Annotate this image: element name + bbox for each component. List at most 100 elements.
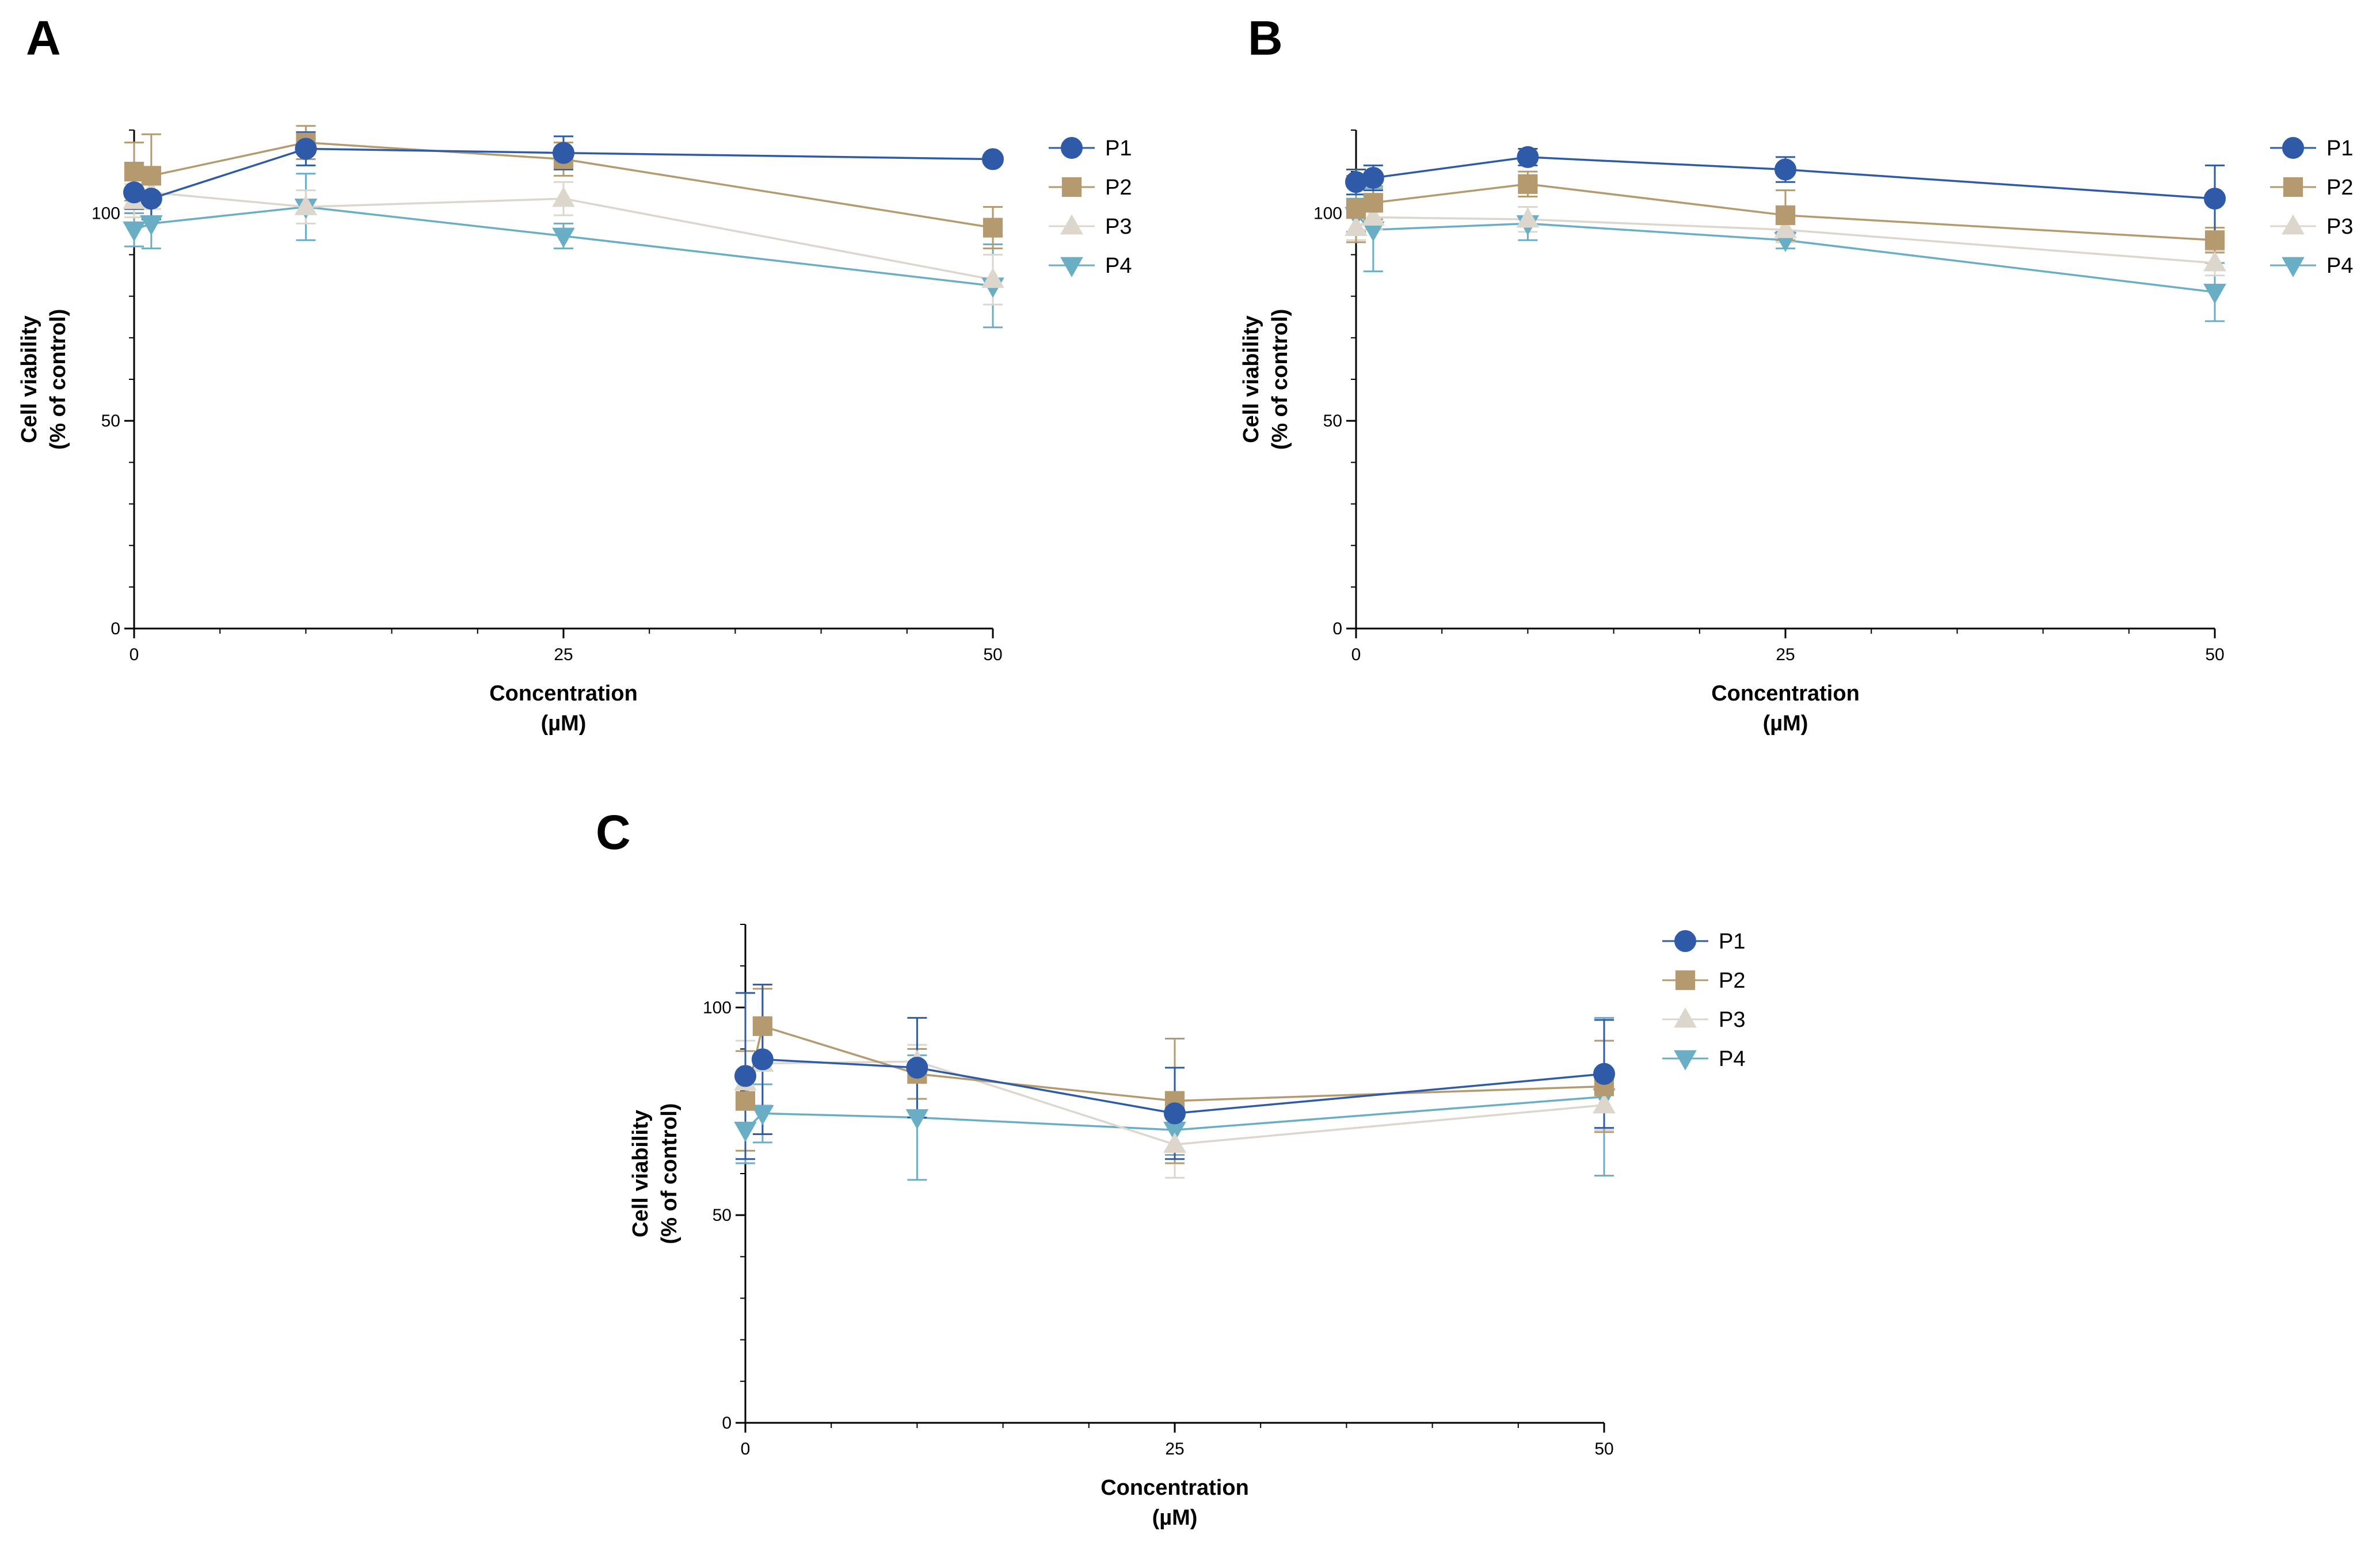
legend-label: P2	[2326, 176, 2353, 200]
data-point-p1	[734, 1065, 756, 1087]
y-tick-label: 50	[1323, 412, 1342, 431]
data-point-p2	[752, 1016, 772, 1036]
legend-item-p2: P2	[1049, 176, 1132, 200]
legend-item-p3: P3	[2270, 214, 2353, 239]
legend-label: P4	[1719, 1047, 1745, 1071]
data-point-p2	[1518, 174, 1538, 194]
x-tick-label: 50	[983, 645, 1002, 664]
data-point-p1	[751, 1048, 774, 1071]
data-point-p4	[2203, 284, 2226, 304]
data-point-p1	[140, 188, 162, 210]
panel-a: A 0 50 100 0 25 50 Concentration (µM) Cell viabil…	[17, 11, 1132, 736]
legend-marker	[1060, 257, 1083, 277]
y-tick-label: 100	[1313, 204, 1342, 223]
x-axis-title: Concentration	[1100, 1476, 1249, 1500]
data-point-p3	[981, 268, 1004, 288]
data-point-p1	[1362, 166, 1384, 189]
x-axis-title: (µM)	[1763, 711, 1808, 736]
x-tick-label: 25	[554, 645, 573, 664]
panel-c: C 0 50 100 0 25 50 Concentration (µM) Cell viabil…	[596, 805, 1745, 1530]
data-point-p4	[751, 1105, 774, 1126]
legend-marker	[1061, 137, 1083, 159]
legend-label: P2	[1719, 969, 1745, 993]
y-tick-label: 0	[111, 619, 120, 638]
legend-marker	[1675, 970, 1696, 991]
legend-item-p4: P4	[1662, 1047, 1745, 1071]
legend-item-p2: P2	[2270, 176, 2353, 200]
data-point-p1	[2204, 188, 2226, 210]
legend-label: P3	[2326, 215, 2353, 239]
y-axis-title: Cell viability	[1239, 315, 1263, 443]
panel-letter: B	[1248, 11, 1283, 65]
data-point-p4	[1163, 1121, 1186, 1142]
legend-marker	[2283, 177, 2303, 197]
data-point-p1	[553, 142, 574, 164]
y-tick-label: 50	[713, 1206, 732, 1225]
legend-label: P3	[1719, 1008, 1745, 1032]
x-tick-label: 25	[1776, 645, 1795, 664]
legend-label: P4	[1105, 254, 1132, 278]
panel-b: B 0 50 100 0 25 50 Concentration (µM) Cell viabil…	[1239, 11, 2353, 736]
legend-label: P1	[1105, 136, 1132, 161]
data-point-p2	[983, 218, 1003, 238]
legend-marker	[2282, 257, 2305, 277]
legend-item-p1: P1	[2270, 136, 2353, 161]
data-point-p3	[552, 186, 575, 207]
y-tick-label: 100	[92, 204, 120, 223]
y-axis-title: Cell viability	[629, 1110, 653, 1237]
legend-item-p4: P4	[1049, 254, 1132, 278]
y-axis-title: (% of control)	[657, 1103, 681, 1244]
data-point-p4	[1362, 221, 1385, 242]
data-point-p4	[123, 221, 146, 242]
data-point-p1	[906, 1056, 928, 1079]
data-point-p2	[1346, 199, 1366, 219]
data-point-p4	[905, 1109, 929, 1130]
data-point-p2	[735, 1091, 756, 1111]
legend-item-p2: P2	[1662, 969, 1745, 993]
y-tick-label: 50	[101, 412, 120, 431]
data-point-p3	[1593, 1093, 1616, 1114]
data-point-p2	[124, 162, 144, 182]
data-point-p4	[140, 215, 163, 236]
x-tick-label: 25	[1165, 1440, 1184, 1459]
data-point-p1	[1774, 158, 1796, 181]
x-tick-label: 0	[741, 1440, 751, 1459]
x-axis-title: Concentration	[1711, 681, 1860, 706]
x-tick-label: 50	[1594, 1440, 1613, 1459]
data-point-p1	[1164, 1102, 1186, 1125]
x-tick-label: 50	[2205, 645, 2224, 664]
x-axis-title: Concentration	[489, 681, 638, 706]
legend-label: P2	[1105, 176, 1132, 200]
legend-marker	[2282, 137, 2304, 159]
legend-marker	[1060, 214, 1083, 235]
data-point-p1	[982, 148, 1004, 170]
data-point-p3	[1163, 1132, 1186, 1153]
x-axis-title: (µM)	[1152, 1506, 1198, 1530]
legend-item-p3: P3	[1049, 214, 1132, 239]
y-tick-label: 0	[1332, 619, 1342, 638]
legend-item-p1: P1	[1662, 930, 1745, 954]
y-axis-title: Cell viability	[17, 315, 41, 443]
y-axis-title: (% of control)	[46, 309, 70, 450]
data-point-p2	[141, 166, 161, 186]
legend-marker	[1674, 1050, 1697, 1071]
data-point-p3	[1516, 207, 1540, 228]
panel-letter: C	[596, 805, 631, 859]
data-point-p3	[1362, 205, 1385, 226]
legend-marker	[1061, 177, 1082, 197]
legend-item-p3: P3	[1662, 1007, 1745, 1032]
legend-marker	[1674, 1007, 1697, 1028]
x-axis-title: (µM)	[541, 711, 587, 736]
legend-item-p4: P4	[2270, 254, 2353, 278]
data-point-p4	[734, 1121, 757, 1142]
legend-marker	[2282, 214, 2305, 235]
legend-label: P1	[1719, 930, 1745, 954]
data-point-p2	[1363, 193, 1383, 213]
data-point-p4	[552, 227, 575, 248]
data-point-p3	[2203, 251, 2226, 272]
y-tick-label: 0	[722, 1414, 732, 1433]
data-point-p3	[1774, 218, 1797, 238]
data-point-p3	[1345, 215, 1368, 236]
data-point-p1	[295, 138, 317, 160]
